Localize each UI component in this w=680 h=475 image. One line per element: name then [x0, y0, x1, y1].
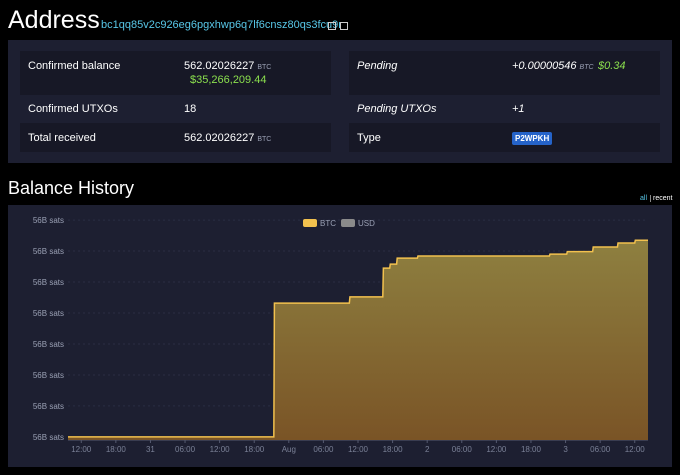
- value: +0.00000546 BTC: [512, 60, 594, 72]
- row-bg: [20, 123, 331, 152]
- x-tick-label: 31: [146, 445, 155, 454]
- y-tick-label: 56B sats: [33, 402, 64, 411]
- x-tick-label: 06:00: [313, 445, 334, 454]
- value: 562.02026227 BTC: [184, 60, 271, 72]
- unit: BTC: [257, 64, 272, 71]
- x-tick-label: 18:00: [383, 445, 404, 454]
- area: [68, 240, 648, 440]
- x-tick-label: 12:00: [486, 445, 507, 454]
- row-bg: [20, 51, 331, 95]
- label: Confirmed UTXOs: [28, 103, 118, 115]
- x-tick-label: 12:00: [210, 445, 231, 454]
- x-tick-label: 06:00: [590, 445, 611, 454]
- y-tick-label: 56B sats: [33, 309, 64, 318]
- x-tick-label: 12:00: [348, 445, 369, 454]
- legend-swatch: [341, 219, 355, 227]
- label: Pending: [357, 60, 398, 72]
- legend-label: USD: [358, 219, 375, 228]
- label: Confirmed balance: [28, 60, 121, 72]
- balance-chart: 56B sats 56B sats 56B sats 56B sats 56B sats…: [8, 205, 672, 467]
- x-tick-label: 2: [425, 445, 430, 454]
- x-tick-label: 18:00: [106, 445, 127, 454]
- x-tick-label: 06:00: [452, 445, 473, 454]
- y-tick-label: 56B sats: [33, 216, 64, 225]
- amount: 562.02026227: [184, 60, 255, 72]
- range-toggle[interactable]: all: [640, 195, 648, 202]
- label: Total received: [28, 132, 96, 144]
- x-tick-label: Aug: [282, 445, 296, 454]
- y-tick-label: 56B sats: [33, 247, 64, 256]
- amount: +0.00000546: [512, 60, 577, 72]
- copy-icon[interactable]: [340, 22, 348, 30]
- fiat: $35,266,209.44: [190, 74, 267, 86]
- x-tick-label: 18:00: [521, 445, 542, 454]
- value: +1: [512, 103, 525, 115]
- section-title: Balance History: [8, 178, 135, 198]
- y-tick-label: 56B sats: [33, 371, 64, 380]
- range-toggle[interactable]: recent: [650, 195, 672, 202]
- x-tick-label: 12:00: [625, 445, 646, 454]
- legend-swatch: [303, 219, 317, 227]
- line: [68, 239, 648, 438]
- unit: BTC: [257, 136, 272, 143]
- legend-label: BTC: [320, 219, 336, 228]
- x-tick-label: 12:00: [71, 445, 92, 454]
- label: Type: [357, 132, 381, 144]
- y-tick-label: 56B sats: [33, 278, 64, 287]
- address[interactable]: bc1qq85v2c926eg6pgxhwp6q7lf6cnsz80qs3fcu…: [101, 19, 342, 31]
- fiat: $0.34: [598, 60, 626, 72]
- row-bg: [349, 51, 660, 95]
- qr-icon[interactable]: [328, 22, 336, 30]
- amount: 562.02026227: [184, 132, 255, 144]
- page-title: Address: [8, 6, 100, 34]
- x-tick-label: 3: [563, 445, 568, 454]
- value: 18: [184, 103, 197, 115]
- value: 562.02026227 BTC: [184, 132, 271, 144]
- label: Pending UTXOs: [357, 103, 437, 115]
- y-tick-label: 56B sats: [33, 340, 64, 349]
- y-tick-label: 56B sats: [33, 433, 64, 442]
- row-bg: [349, 123, 660, 152]
- type-badge: P2WPKH: [512, 132, 553, 145]
- x-tick-label: 06:00: [175, 445, 196, 454]
- unit: BTC: [579, 64, 594, 71]
- x-tick-label: 18:00: [244, 445, 265, 454]
